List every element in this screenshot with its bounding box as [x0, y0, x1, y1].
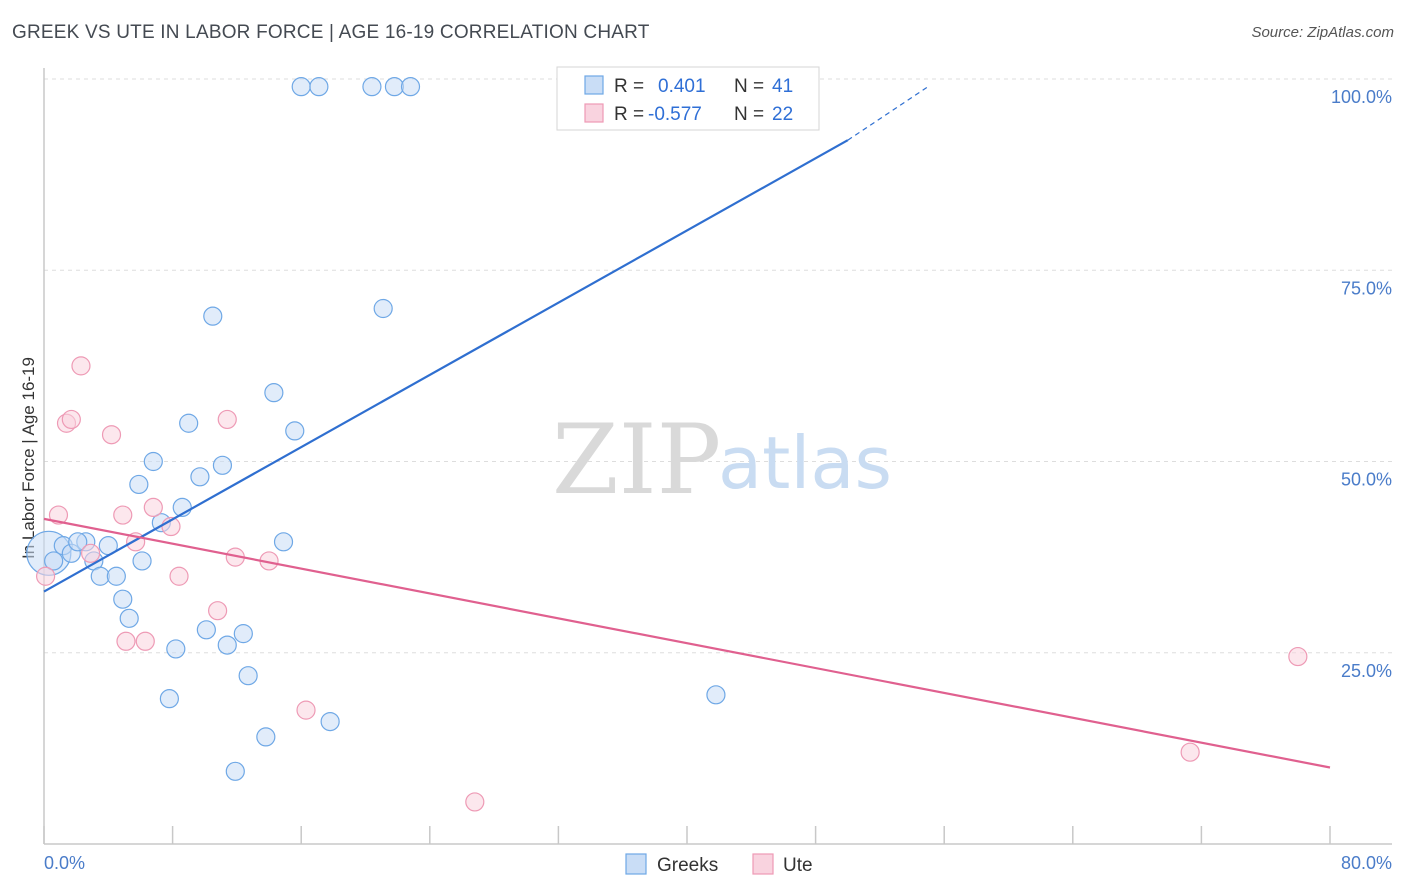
stats-n-label-ute: N =	[734, 104, 764, 125]
greeks-point-15	[159, 689, 179, 709]
legend-label-greeks: Greeks	[657, 855, 718, 876]
y-tick-label-50: 50.0%	[1341, 470, 1392, 490]
ute-point-11	[143, 497, 163, 517]
stats-r-label-ute: R =	[614, 104, 644, 125]
ute-point-13	[169, 566, 189, 586]
x-ticks	[43, 826, 1331, 844]
ute-point-19	[465, 792, 485, 812]
chart-title: GREEK VS UTE IN LABOR FORCE | AGE 16-19 …	[12, 22, 650, 43]
greeks-trend-line	[43, 139, 849, 593]
stats-n-value-greeks: 41	[772, 76, 793, 97]
stats-swatch-ute	[584, 103, 604, 123]
greeks-point-23	[217, 635, 237, 655]
greeks-point-29	[273, 532, 294, 552]
greeks-point-39	[706, 685, 726, 705]
legend-swatch-greeks	[625, 853, 647, 875]
trend-lines	[43, 86, 1331, 769]
greeks-point-20	[196, 620, 216, 640]
greeks-point-27	[256, 727, 276, 747]
watermark-zip: ZIP	[552, 404, 721, 516]
ute-point-7	[113, 505, 133, 525]
ute-point-5	[81, 543, 101, 563]
ute-point-21	[1288, 646, 1308, 667]
chart-source: Source: ZipAtlas.com	[1251, 24, 1394, 41]
greeks-point-25	[233, 624, 253, 644]
ute-point-14	[208, 601, 228, 621]
stats-swatch-greeks	[584, 75, 604, 95]
greeks-point-16	[166, 639, 186, 659]
greeks-points	[26, 77, 726, 781]
greeks-point-30	[285, 421, 305, 441]
ute-point-10	[135, 631, 155, 651]
y-tick-label-100: 100.0%	[1331, 87, 1392, 107]
greeks-point-13	[143, 451, 163, 472]
legend-label-ute: Ute	[783, 855, 813, 876]
greeks-point-19	[190, 467, 210, 487]
greeks-point-12	[132, 551, 152, 571]
stats-legend: R = 0.401 N = 41 R = -0.577 N = 22	[556, 66, 820, 131]
stats-r-label-greeks: R =	[614, 76, 644, 97]
ute-point-4	[71, 356, 91, 376]
greeks-point-21	[203, 306, 223, 326]
greeks-point-40	[68, 532, 88, 552]
greeks-point-32	[373, 298, 393, 319]
greeks-point-10	[119, 608, 139, 628]
legend-swatch-ute	[752, 853, 774, 875]
greeks-point-8	[106, 566, 126, 586]
series-legend: Greeks Ute	[625, 853, 813, 876]
ute-point-18	[296, 700, 316, 720]
y-tick-label-75: 75.0%	[1341, 278, 1392, 298]
stats-n-label-greeks: N =	[734, 76, 764, 97]
greeks-point-24	[225, 761, 245, 781]
ute-points	[36, 356, 1308, 812]
ute-point-0	[36, 566, 56, 586]
ute-point-3	[61, 409, 81, 430]
stats-r-value-greeks: 0.401	[658, 76, 706, 97]
ute-point-8	[116, 631, 136, 651]
ute-point-6	[101, 425, 122, 445]
greeks-point-9	[113, 589, 133, 609]
greeks-point-31	[320, 711, 340, 732]
greeks-point-6	[90, 566, 110, 586]
y-tick-labels: 25.0% 50.0% 75.0% 100.0%	[1331, 87, 1392, 681]
greeks-point-33	[291, 77, 311, 97]
greeks-point-22	[212, 455, 233, 475]
ute-point-20	[1180, 742, 1200, 762]
greeks-point-1	[44, 551, 64, 571]
stats-n-value-ute: 22	[772, 104, 793, 125]
ute-point-15	[217, 409, 237, 430]
y-tick-label-25: 25.0%	[1341, 661, 1392, 681]
greeks-point-26	[238, 666, 258, 686]
ute-trend-line	[43, 517, 1331, 769]
x-tick-label-min: 0.0%	[44, 853, 85, 873]
greeks-trend-extension	[847, 86, 929, 141]
greeks-point-18	[179, 413, 199, 433]
ute-point-1	[48, 505, 69, 525]
watermark: ZIP atlas	[552, 404, 892, 516]
greeks-point-28	[264, 383, 284, 403]
greeks-point-37	[400, 77, 421, 97]
stats-r-value-ute: -0.577	[648, 104, 702, 125]
watermark-atlas: atlas	[718, 421, 892, 505]
x-tick-label-max: 80.0%	[1341, 853, 1392, 873]
greeks-point-11	[129, 474, 149, 495]
y-axis-title: In Labor Force | Age 16-19	[19, 357, 38, 559]
greeks-point-36	[384, 77, 405, 97]
greeks-point-34	[309, 77, 329, 97]
gridlines	[44, 78, 1392, 654]
greeks-point-35	[362, 77, 382, 97]
